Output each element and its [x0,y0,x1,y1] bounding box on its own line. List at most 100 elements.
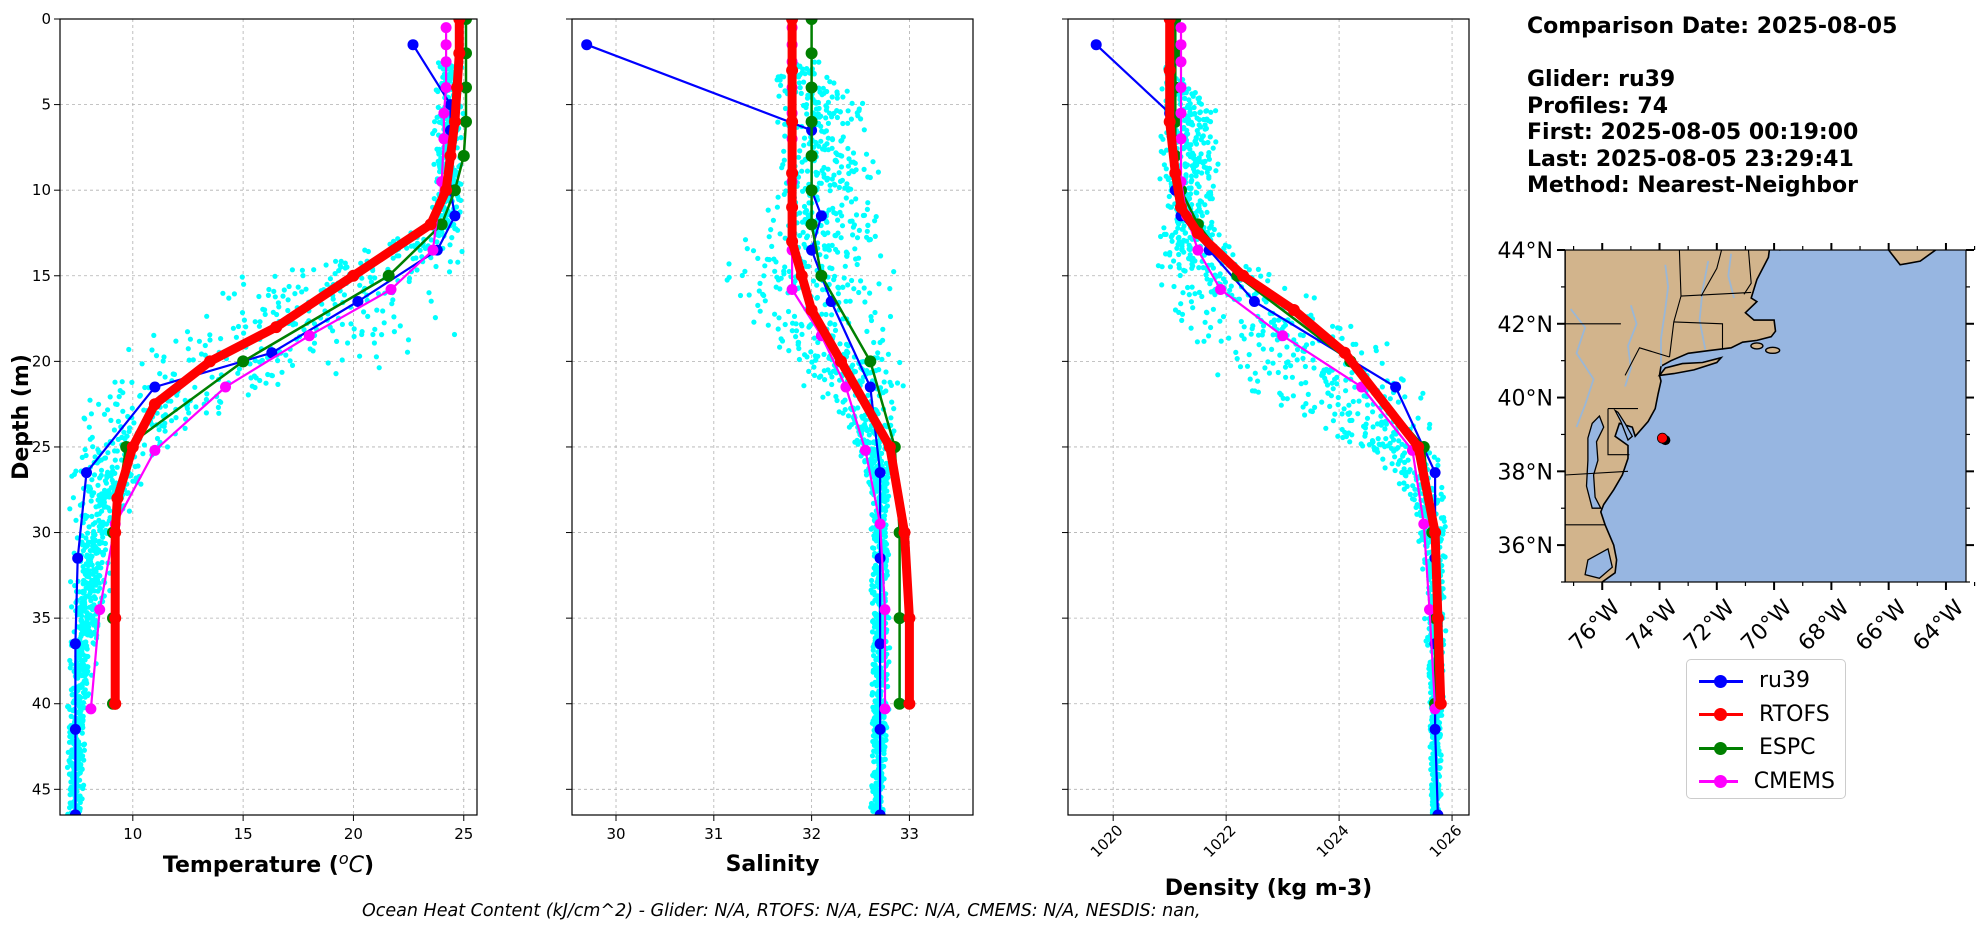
scatter-point [1158,233,1164,240]
scatter-point [448,70,454,76]
scatter-point [84,627,90,634]
scatter-point [1209,196,1215,202]
scatter-point [285,307,291,314]
scatter-point [1375,436,1381,442]
scatter-point [1376,441,1382,447]
scatter-point [324,281,330,287]
scatter-point [1192,169,1198,175]
scatter-point [81,757,87,763]
panel-density: 1020 1022 1024 1026 Density (kg m-3) [1062,18,1470,901]
scatter-point [801,241,807,247]
series-marker-ru39 [874,552,886,564]
scatter-point [1364,415,1371,421]
scatter-point [811,335,818,341]
scatter-point [348,321,354,327]
scatter-point [186,410,192,416]
scatter-point [782,105,789,112]
scatter-point [266,286,272,293]
scatter-point [390,238,397,244]
map-lon-label: 66°W [1851,595,1912,656]
series-marker-ru39 [1090,39,1102,51]
x-tick-label: 10 [123,825,142,843]
footer-ohc-text: Ocean Heat Content (kJ/cm^2) - Glider: N… [362,901,1201,921]
scatter-point [874,597,880,603]
scatter-point [64,764,71,771]
scatter-point [190,357,196,363]
scatter-point [1397,457,1403,463]
scatter-point [869,720,876,726]
scatter-point [1185,120,1191,126]
scatter-point [204,391,210,397]
scatter-point [81,747,87,753]
series-marker-cmems [149,444,161,456]
scatter-point [873,699,879,705]
series-marker-rtofs [424,218,437,231]
scatter-point [1284,344,1290,350]
scatter-point [1346,402,1352,408]
scatter-point [1244,363,1251,369]
series-line-rtofs [110,19,464,709]
series-marker-espc [805,81,818,94]
scatter-point [802,209,808,215]
scatter-point [1312,404,1318,410]
scatter-point [852,369,859,375]
scatter-point [836,409,842,415]
scatter-point [826,207,832,213]
scatter-point [1350,341,1356,347]
scatter-point [1200,159,1206,165]
scatter-point [861,127,867,133]
series-marker-rtofs [109,697,122,710]
scatter-point [262,307,268,313]
scatter-point [871,707,877,714]
scatter-point [1259,332,1265,338]
series-marker-espc [460,81,472,94]
scatter-point [370,331,376,338]
scatter-point [90,535,96,541]
scatter-point [1393,446,1399,452]
scatter-point [809,359,815,365]
scatter-point [1311,365,1317,371]
scatter-point [883,388,889,394]
series-marker-rtofs [786,235,799,248]
scatter-point [1202,126,1208,132]
scatter-point [289,267,295,273]
scatter-point [108,417,114,423]
scatter-point [825,176,831,182]
scatter-point [884,488,890,494]
scatter-point [1201,164,1207,170]
scatter-point [862,459,868,465]
scatter-point [836,170,842,176]
scatter-point [1349,432,1355,438]
scatter-point [819,311,825,317]
scatter-point [1206,190,1212,196]
scatter-point [878,253,884,259]
scatter-point [863,417,869,423]
scatter-point [871,715,877,722]
scatter-point [1171,258,1177,264]
scatter-point [801,203,808,210]
series-marker-ru39 [69,723,81,735]
scatter-point [1319,399,1325,405]
scatter-point [1179,317,1185,323]
scatter-point [98,467,105,473]
scatter-point [342,260,348,266]
scatter-point [68,579,74,585]
map-inset: 76°W74°W72°W70°W68°W66°W64°W 36°N 38°N 40°N… [1498,239,1976,656]
x-tick-label: 32 [802,825,821,843]
scatter-point [851,286,857,292]
scatter-point [1426,425,1432,431]
scatter-point [96,517,102,523]
scatter-point [1188,173,1195,179]
scatter-point [132,464,138,470]
scatter-point [1220,276,1227,282]
legend-item-rtofs: RTOFS [1697,698,1835,732]
scatter-point [1167,250,1173,256]
series-marker-cmems [1175,82,1187,93]
scatter-point [867,236,874,243]
scatter-point [1204,276,1210,282]
scatter-point [239,274,245,280]
series-marker-cmems [220,381,231,393]
scatter-point [1370,424,1376,430]
scatter-point [1435,457,1441,463]
scatter-point [435,104,441,110]
